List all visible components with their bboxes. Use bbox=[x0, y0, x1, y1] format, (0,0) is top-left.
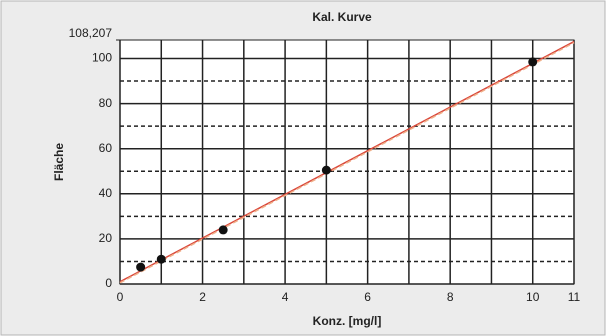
data-point bbox=[218, 225, 228, 235]
y-tick-label: 0 bbox=[105, 276, 112, 290]
x-tick-label: 10 bbox=[526, 290, 540, 304]
data-point bbox=[321, 165, 331, 175]
x-tick-label: 4 bbox=[282, 290, 289, 304]
x-tick-label: 11 bbox=[568, 290, 581, 304]
x-axis-label: Konz. [mg/l] bbox=[313, 314, 382, 328]
y-axis-label: Fläche bbox=[52, 143, 66, 181]
data-point bbox=[136, 262, 146, 272]
y-tick-label: 40 bbox=[99, 186, 113, 200]
x-tick-label: 8 bbox=[447, 290, 454, 304]
y-tick-label: 80 bbox=[99, 96, 113, 110]
y-tick-label: 108,207 bbox=[69, 26, 113, 40]
y-tick-label: 60 bbox=[99, 141, 113, 155]
x-tick-label: 2 bbox=[199, 290, 206, 304]
chart-title: Kal. Kurve bbox=[312, 10, 372, 24]
y-tick-label: 100 bbox=[92, 51, 112, 65]
y-tick-label: 20 bbox=[99, 231, 113, 245]
fit-line bbox=[119, 42, 575, 284]
x-tick-label: 0 bbox=[117, 290, 124, 304]
x-tick-label: 6 bbox=[364, 290, 371, 304]
data-point bbox=[156, 254, 166, 264]
data-point bbox=[528, 57, 538, 67]
fit-line bbox=[119, 40, 575, 283]
